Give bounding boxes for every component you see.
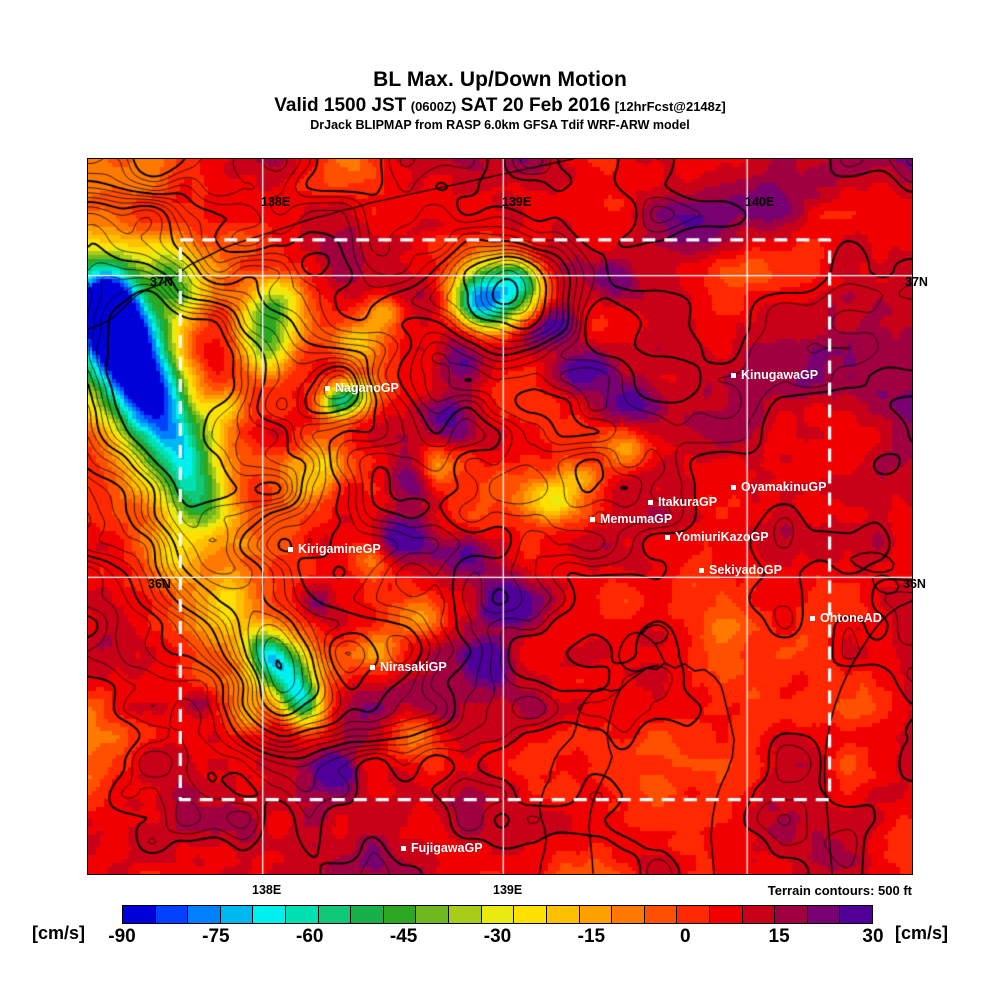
- station-marker-itakuragp[interactable]: ItakuraGP: [648, 495, 717, 509]
- station-label: MemumaGP: [600, 512, 673, 526]
- colorbar-segment-13: [546, 906, 580, 923]
- graticule-label-138e-0: 138E: [261, 195, 291, 209]
- station-dot-icon: [648, 499, 653, 505]
- station-label: KirigamineGP: [298, 542, 381, 556]
- station-label: KinugawaGP: [741, 368, 819, 382]
- colorbar-tick--75: -75: [202, 926, 230, 947]
- graticule-label-36n-6: 36N: [903, 577, 926, 591]
- station-dot-icon: [731, 372, 736, 378]
- map-plot-area[interactable]: [87, 158, 913, 875]
- colorbar-segment-14: [579, 906, 613, 923]
- valid-time-prefix: Valid 1500 JST: [274, 95, 407, 116]
- station-dot-icon: [370, 664, 375, 670]
- forecast-tag: [12hrFcst@2148z]: [614, 99, 726, 114]
- colorbar-unit-right: [cm/s]: [895, 923, 949, 943]
- colorbar-segment-8: [383, 906, 417, 923]
- station-marker-yomiurikazogp[interactable]: YomiuriKazoGP: [665, 530, 769, 544]
- page-title: BL Max. Up/Down Motion: [373, 68, 627, 91]
- graticule-label-37n-4: 37N: [905, 275, 928, 289]
- station-dot-icon: [810, 615, 815, 621]
- colorbar-segment-17: [677, 906, 710, 923]
- colorbar-tick-30: 30: [862, 926, 884, 947]
- colorbar-legend: [cm/s] [cm/s] -90 -75 -60 -45 -30 -15 0 15 30: [0, 905, 1000, 965]
- station-marker-ohtonead[interactable]: OhtoneAD: [810, 611, 882, 625]
- colorbar-segment-3: [220, 906, 254, 923]
- bottom-axis-label-138e: 138E: [252, 883, 282, 897]
- bottom-axis-label-139e: 139E: [493, 883, 523, 897]
- colorbar-segment-11: [481, 906, 515, 923]
- station-label: OyamakinuGP: [741, 480, 827, 494]
- station-marker-nirasakigp[interactable]: NirasakiGP: [370, 660, 447, 674]
- vertical-motion-heatmap: [88, 159, 912, 874]
- colorbar-segment-5: [286, 906, 319, 923]
- colorbar-segment-19: [742, 906, 776, 923]
- colorbar-tick-0: 0: [679, 926, 691, 947]
- station-marker-kinugawagp[interactable]: KinugawaGP: [731, 368, 818, 382]
- colorbar-segment-20: [775, 906, 808, 923]
- colorbar-tick--60: -60: [296, 926, 324, 947]
- colorbar-segment-6: [318, 906, 352, 923]
- station-dot-icon: [325, 385, 330, 391]
- station-label: ItakuraGP: [658, 495, 718, 509]
- colorbar-segment-21: [807, 906, 841, 923]
- colorbar-segment-18: [709, 906, 743, 923]
- graticule-label-140e-2: 140E: [745, 195, 775, 209]
- station-dot-icon: [401, 845, 406, 851]
- station-marker-fujigawagp[interactable]: FujigawaGP: [401, 841, 483, 855]
- valid-time-utc: (0600Z): [410, 99, 457, 114]
- valid-date: SAT 20 Feb 2016: [460, 95, 611, 116]
- station-marker-kirigaminegp[interactable]: KirigamineGP: [288, 542, 381, 556]
- colorbar-segment-0: [123, 906, 156, 923]
- model-credit: DrJack BLIPMAP from RASP 6.0km GFSA Tdif…: [310, 118, 690, 132]
- station-label: SekiyadoGP: [709, 563, 782, 577]
- station-label: YomiuriKazoGP: [675, 530, 769, 544]
- colorbar-unit-left: [cm/s]: [32, 923, 86, 943]
- colorbar-tick-15: 15: [768, 926, 790, 947]
- colorbar-tick--30: -30: [483, 926, 512, 947]
- colorbar-tick--90: -90: [108, 926, 136, 947]
- colorbar-segment-16: [644, 906, 678, 923]
- colorbar-tick--15: -15: [577, 926, 606, 947]
- station-marker-memumagp[interactable]: MemumaGP: [590, 512, 672, 526]
- colorbar-segment-12: [514, 906, 547, 923]
- valid-time-line: Valid 1500 JST (0600Z) SAT 20 Feb 2016 […: [0, 95, 1000, 117]
- station-dot-icon: [288, 546, 293, 552]
- station-dot-icon: [699, 567, 704, 573]
- station-label: NaganoGP: [335, 381, 399, 395]
- colorbar-gradient: [122, 905, 873, 924]
- graticule-label-37n-3: 37N: [150, 275, 173, 289]
- colorbar-segment-1: [155, 906, 189, 923]
- graticule-label-36n-5: 36N: [148, 577, 171, 591]
- colorbar-segment-4: [253, 906, 287, 923]
- station-marker-sekiyadogp[interactable]: SekiyadoGP: [699, 563, 782, 577]
- station-dot-icon: [731, 484, 736, 490]
- station-dot-icon: [665, 534, 670, 540]
- station-label: FujigawaGP: [411, 841, 483, 855]
- station-dot-icon: [590, 516, 595, 522]
- colorbar-segment-22: [840, 906, 873, 923]
- colorbar-segment-2: [188, 906, 221, 923]
- colorbar-tick--45: -45: [389, 926, 418, 947]
- station-label: NirasakiGP: [380, 660, 447, 674]
- colorbar-segment-9: [416, 906, 450, 923]
- title-block: BL Max. Up/Down Motion Valid 1500 JST (0…: [0, 68, 1000, 133]
- station-label: OhtoneAD: [820, 611, 882, 625]
- station-marker-naganogp[interactable]: NaganoGP: [325, 381, 399, 395]
- colorbar-segment-15: [612, 906, 645, 923]
- station-marker-oyamakinugp[interactable]: OyamakinuGP: [731, 480, 826, 494]
- graticule-label-139e-1: 139E: [502, 195, 532, 209]
- colorbar-segment-10: [449, 906, 482, 923]
- colorbar-segment-7: [351, 906, 384, 923]
- terrain-contour-note: Terrain contours: 500 ft: [767, 883, 912, 898]
